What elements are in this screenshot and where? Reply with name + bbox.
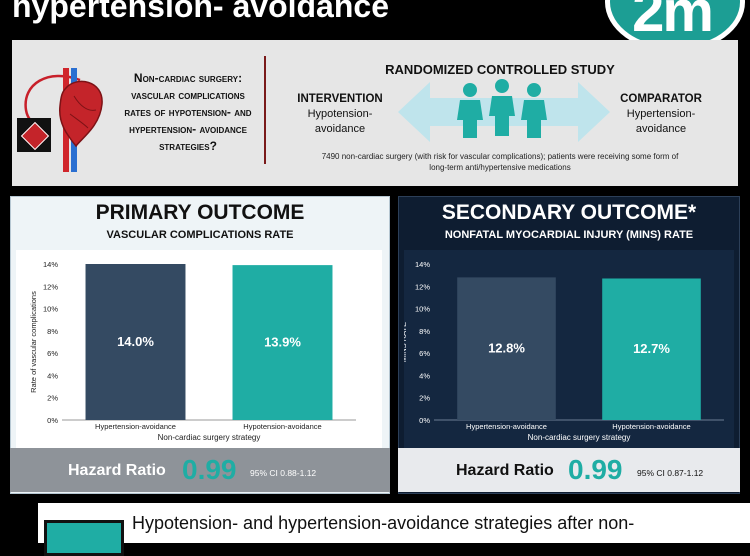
y-tick-label: 14% bbox=[43, 260, 58, 269]
y-tick-label: 2% bbox=[419, 394, 430, 403]
x-tick-label: Hypertension-avoidance bbox=[95, 422, 176, 431]
y-tick-label: 10% bbox=[415, 305, 430, 314]
study-question: Non-cardiac surgery: vascular complicati… bbox=[124, 71, 252, 153]
secondary-hr-label: Hazard Ratio bbox=[456, 462, 554, 479]
x-axis-label: Non-cardiac surgery strategy bbox=[158, 433, 261, 442]
study-design-title: RANDOMIZED CONTROLLED STUDY bbox=[385, 62, 615, 77]
heart-icon bbox=[24, 68, 103, 172]
y-tick-label: 6% bbox=[47, 349, 58, 358]
bar-value-label: 13.9% bbox=[264, 335, 301, 350]
population-description: 7490 non-cardiac surgery (with risk for … bbox=[321, 152, 679, 172]
secondary-hr-value: 0.99 bbox=[568, 454, 623, 485]
secondary-hr-band bbox=[398, 448, 740, 492]
secondary-hr-ci: 95% CI 0.87-1.12 bbox=[637, 468, 704, 478]
y-tick-label: 6% bbox=[419, 349, 430, 358]
bar-2 bbox=[232, 265, 333, 420]
bar-value-label: 12.7% bbox=[633, 341, 670, 356]
primary-hr-band bbox=[10, 448, 390, 492]
x-axis-label: Non-cardiac surgery strategy bbox=[528, 433, 631, 442]
secondary-outcome-subtitle: NONFATAL MYOCARDIAL INJURY (MINS) RATE bbox=[444, 229, 694, 241]
comparator-label: COMPARATOR bbox=[620, 93, 702, 105]
people-icon bbox=[457, 79, 547, 138]
x-tick-label: Hypotension-avoidance bbox=[612, 422, 690, 431]
y-tick-label: 4% bbox=[47, 371, 58, 380]
secondary-chart: 0% 2% 4% 6% 8% 10% 12% 14% 12.8% Hypertension-avo… bbox=[404, 260, 724, 442]
bar-value-label: 14.0% bbox=[117, 334, 154, 349]
summary-icon bbox=[44, 520, 124, 556]
y-axis-label: Rate of vascular complications bbox=[29, 291, 38, 393]
bar-1 bbox=[85, 264, 186, 420]
header-title: hypertension- avoidance bbox=[12, 0, 389, 24]
y-tick-label: 2% bbox=[47, 394, 58, 403]
summary-text: Hypotension- and hypertension-avoidance … bbox=[132, 513, 635, 533]
y-tick-label: 8% bbox=[419, 327, 430, 336]
bar-2 bbox=[602, 278, 701, 420]
bar-value-label: 12.8% bbox=[488, 341, 525, 356]
intervention: INTERVENTION Hypotension-avoidance bbox=[285, 92, 395, 137]
intervention-value: Hypotension-avoidance bbox=[307, 108, 373, 135]
x-tick-label: Hypertension-avoidance bbox=[466, 422, 547, 431]
y-axis-label: MINS RATE bbox=[404, 322, 408, 362]
primary-chart: 0% 2% 4% 6% 8% 10% 12% 14% 14.0% Hypertension-avo… bbox=[29, 260, 356, 442]
warning-panel bbox=[17, 118, 51, 152]
primary-outcome-title: PRIMARY OUTCOME bbox=[95, 201, 305, 224]
primary-hr-value: 0.99 bbox=[182, 454, 237, 485]
y-tick-label: 14% bbox=[415, 260, 430, 269]
y-tick-label: 0% bbox=[47, 416, 58, 425]
y-tick-label: 12% bbox=[415, 282, 430, 291]
primary-hr-label: Hazard Ratio bbox=[68, 462, 166, 479]
bar-1 bbox=[457, 277, 556, 420]
primary-hr-ci: 95% CI 0.88-1.12 bbox=[250, 468, 317, 478]
comparator-value: Hypertension-avoidance bbox=[626, 108, 696, 135]
primary-outcome-subtitle: VASCULAR COMPLICATIONS RATE bbox=[106, 229, 294, 241]
y-tick-label: 4% bbox=[419, 371, 430, 380]
y-tick-label: 8% bbox=[47, 327, 58, 336]
x-tick-label: Hypotension-avoidance bbox=[243, 422, 321, 431]
secondary-outcome-title: SECONDARY OUTCOME* bbox=[441, 201, 697, 224]
y-tick-label: 12% bbox=[43, 282, 58, 291]
logo-text: 2m bbox=[632, 0, 714, 44]
comparator: COMPARATOR Hypertension-avoidance bbox=[602, 92, 720, 137]
y-tick-label: 0% bbox=[419, 416, 430, 425]
divider bbox=[264, 56, 266, 164]
study-design-panel bbox=[12, 40, 738, 186]
warning-diamond-icon bbox=[20, 121, 50, 151]
intervention-label: INTERVENTION bbox=[297, 93, 383, 105]
y-tick-label: 10% bbox=[43, 305, 58, 314]
